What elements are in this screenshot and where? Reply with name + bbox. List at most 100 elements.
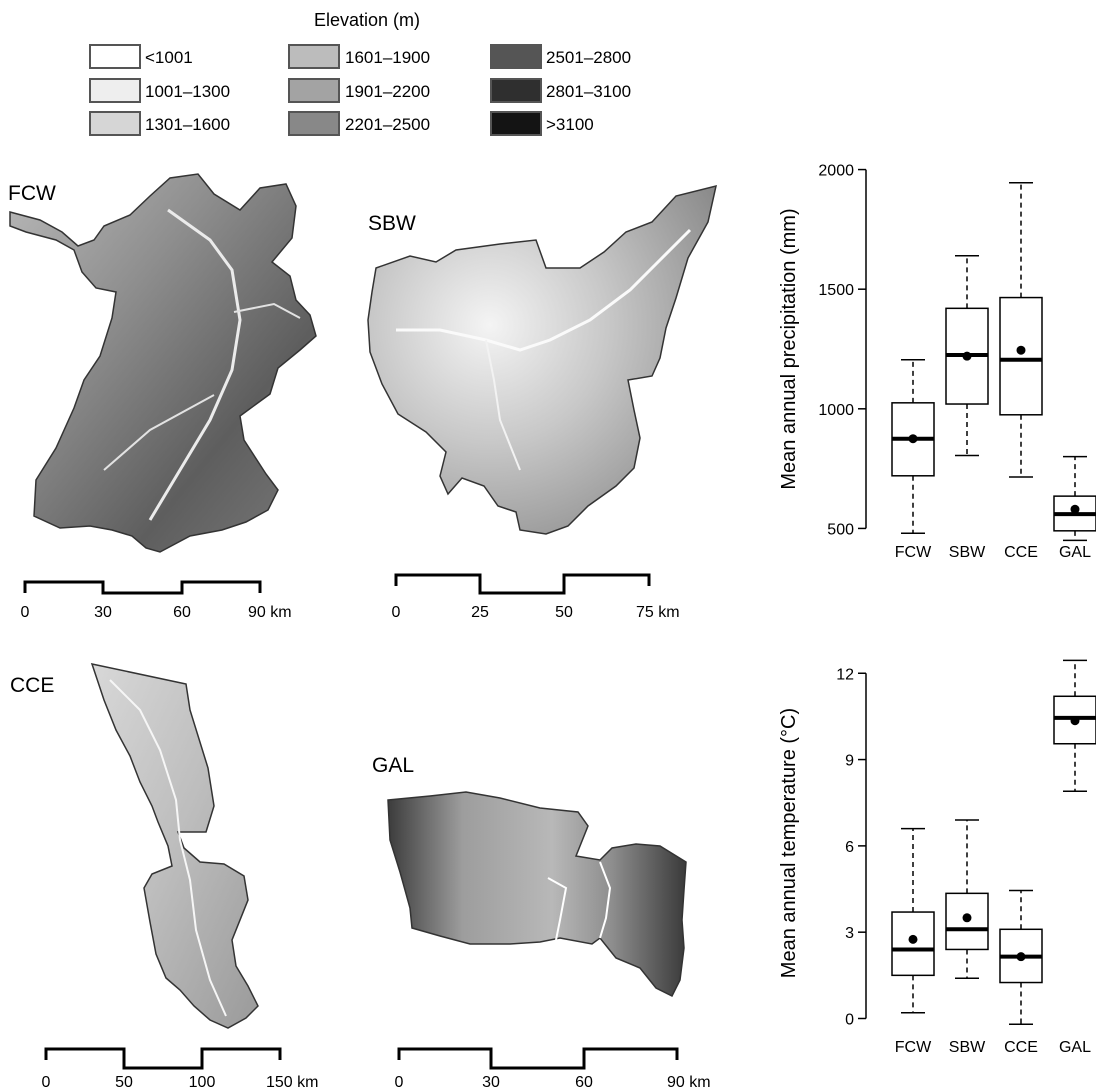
scale-tick: 100 — [189, 1074, 216, 1090]
precipitation-boxplot: 500 1000 1500 2000 Mean annual precipitation… — [778, 163, 1096, 561]
scale-tick: 0 — [395, 1074, 404, 1090]
region-outline-fcw — [9, 173, 317, 553]
scale-bar: 0 30 60 90 km — [395, 1047, 711, 1090]
scale-bar-line — [397, 1047, 679, 1070]
y-axis-title: Mean annual temperature (°C) — [778, 708, 800, 978]
y-tick-label: 500 — [827, 521, 854, 538]
scale-bar-line — [23, 580, 262, 595]
y-tick-label: 12 — [836, 666, 854, 683]
y-tick-label: 1500 — [818, 282, 854, 299]
mean-point — [962, 913, 972, 923]
x-category-label: FCW — [895, 544, 932, 561]
legend-swatch — [490, 78, 542, 103]
scale-bar: 0 30 60 90 km — [21, 580, 292, 621]
legend-swatch — [490, 111, 542, 136]
legend-label: 1601–1900 — [345, 48, 430, 67]
legend-item: 2801–3100 — [490, 78, 631, 103]
x-category-label: FCW — [895, 1039, 932, 1056]
map-gal: GAL 0 30 60 90 km — [372, 754, 711, 1090]
map-label: FCW — [8, 182, 56, 205]
box-iqr — [999, 296, 1043, 416]
y-tick-label: 9 — [845, 753, 854, 770]
legend-label: 1001–1300 — [145, 82, 230, 101]
mean-point — [1070, 504, 1080, 514]
river-valley — [103, 394, 215, 471]
scale-tick: 75 km — [636, 604, 680, 621]
legend-item: 2201–2500 — [288, 111, 430, 136]
mean-point — [1070, 716, 1080, 726]
mean-point — [908, 434, 918, 444]
legend-label: 2801–3100 — [546, 82, 631, 101]
y-tick-label: 2000 — [818, 163, 854, 180]
legend-swatch — [288, 111, 340, 136]
legend-swatch — [490, 44, 542, 69]
y-tick-label: 0 — [845, 1011, 854, 1028]
river-valley — [109, 679, 227, 1017]
legend-swatch — [89, 78, 141, 103]
scale-bar: 0 25 50 75 km — [392, 573, 680, 621]
scale-bar-line — [394, 573, 651, 595]
river-valley — [148, 208, 242, 521]
map-label: SBW — [368, 212, 416, 235]
region-divider — [547, 877, 568, 941]
map-label: CCE — [10, 674, 54, 697]
legend-swatch — [89, 44, 141, 69]
y-tick-label: 6 — [845, 839, 854, 856]
legend-label: >3100 — [546, 115, 594, 134]
scale-tick: 50 — [555, 604, 573, 621]
legend-swatch — [288, 44, 340, 69]
scale-tick: 60 — [173, 604, 191, 621]
x-category-label: SBW — [949, 1039, 986, 1056]
region-outline-gal — [387, 791, 687, 998]
legend-title: Elevation (m) — [314, 10, 420, 30]
scale-tick: 90 km — [667, 1074, 711, 1090]
legend-item: 1601–1900 — [288, 44, 430, 69]
scale-tick: 0 — [21, 604, 30, 621]
river-valley — [233, 302, 301, 319]
x-category-label: GAL — [1059, 1039, 1091, 1056]
y-axis-title: Mean annual precipitation (mm) — [778, 208, 800, 489]
map-cce: CCE 0 50 100 150 km — [10, 662, 318, 1090]
scale-tick: 150 km — [266, 1074, 318, 1090]
scale-bar-line — [44, 1047, 282, 1070]
x-category-label: CCE — [1004, 1039, 1038, 1056]
region-divider — [599, 861, 612, 939]
region-outline-cce — [90, 662, 259, 1029]
legend-swatch — [89, 111, 141, 136]
legend-item: 1901–2200 — [288, 78, 430, 103]
y-tick-label: 1000 — [818, 402, 854, 419]
legend-label: 2201–2500 — [345, 115, 430, 134]
mean-point — [962, 351, 972, 361]
scale-tick: 60 — [575, 1074, 593, 1090]
legend-label: 2501–2800 — [546, 48, 631, 67]
legend-item: 1301–1600 — [89, 111, 230, 136]
scale-tick: 30 — [482, 1074, 500, 1090]
y-tick-label: 3 — [845, 925, 854, 942]
temperature-boxplot: 0 3 6 9 12 Mean annual temperature (°C) FCW SBW… — [778, 659, 1096, 1056]
legend-label: 1901–2200 — [345, 82, 430, 101]
legend-item: 2501–2800 — [490, 44, 631, 69]
legend-swatch — [288, 78, 340, 103]
x-category-label: SBW — [949, 544, 986, 561]
elevation-legend: Elevation (m) <1001 1001–1300 1301–1600 … — [89, 10, 631, 136]
legend-item: >3100 — [490, 111, 594, 136]
legend-item: 1001–1300 — [89, 78, 230, 103]
scale-tick: 0 — [392, 604, 401, 621]
map-fcw: FCW 0 30 60 90 km — [8, 173, 317, 621]
region-outline-sbw — [367, 184, 717, 535]
mean-point — [1016, 952, 1026, 962]
mean-point — [1016, 345, 1026, 355]
x-category-label: GAL — [1059, 544, 1091, 561]
scale-tick: 30 — [94, 604, 112, 621]
x-category-label: CCE — [1004, 544, 1038, 561]
river-valley — [485, 339, 521, 471]
mean-point — [908, 934, 918, 944]
scale-tick: 25 — [471, 604, 489, 621]
scale-tick: 50 — [115, 1074, 133, 1090]
scale-tick: 90 km — [248, 604, 292, 621]
legend-item: <1001 — [89, 44, 193, 69]
legend-label: 1301–1600 — [145, 115, 230, 134]
river-valley — [396, 228, 692, 352]
scale-bar: 0 50 100 150 km — [42, 1047, 318, 1090]
